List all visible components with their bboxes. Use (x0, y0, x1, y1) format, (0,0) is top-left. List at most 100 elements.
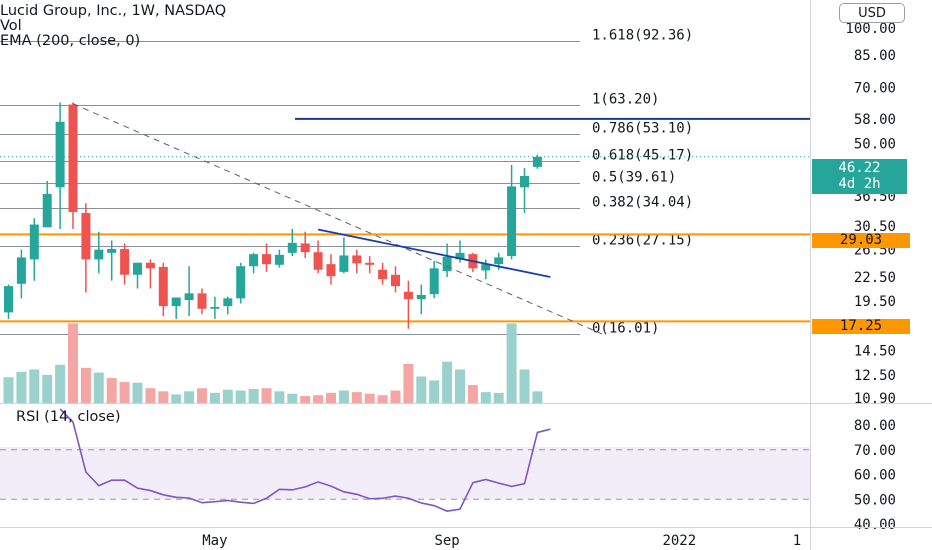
volume-bar (287, 393, 298, 403)
price-tick-label: 22.50 (854, 270, 896, 286)
candle-body[interactable] (55, 121, 65, 188)
bar-countdown: 4d 2h (838, 176, 881, 192)
price-tick-label: 12.50 (854, 368, 896, 384)
volume-bar (261, 388, 272, 403)
candle-body[interactable] (262, 254, 271, 265)
candle-body[interactable] (120, 249, 130, 275)
candle-body[interactable] (326, 264, 336, 277)
last-price-tag: 46.22 4d 2h (812, 159, 907, 194)
candle-body[interactable] (236, 266, 246, 299)
volume-bar (158, 391, 169, 403)
volume-bar (222, 389, 233, 403)
volume-bar (171, 394, 182, 403)
volume-bar (532, 391, 543, 403)
volume-bar (209, 392, 220, 403)
volume-bar (29, 369, 40, 403)
candle-body[interactable] (365, 262, 375, 265)
candle-body[interactable] (249, 254, 259, 267)
candle-body[interactable] (403, 291, 413, 300)
price-tick-label: 10.90 (854, 391, 896, 407)
volume-bar (248, 388, 259, 403)
volume-bar (106, 378, 117, 403)
time-tick-label: 1 (793, 533, 801, 549)
volume-bar (390, 390, 401, 403)
ema-indicator-label[interactable]: EMA (200, close, 0) (0, 33, 141, 49)
candle-body[interactable] (81, 213, 91, 260)
level-tag-17: 17.25 (812, 319, 910, 334)
volume-bar (338, 390, 349, 403)
volume-bar (377, 395, 388, 403)
symbol-title[interactable]: Lucid Group, Inc., 1W, NASDAQ (0, 3, 227, 19)
candle-body[interactable] (520, 175, 529, 188)
volume-bar (300, 395, 311, 403)
candle-body[interactable] (29, 224, 39, 260)
fib-level-label: 0.236(27.15) (592, 233, 693, 249)
fib-level-label: 0.382(34.04) (592, 195, 693, 211)
candle-body[interactable] (300, 243, 310, 253)
time-tick-label: 2022 (662, 533, 696, 549)
volume-bar (42, 374, 53, 403)
candle-body[interactable] (197, 293, 207, 309)
fib-level-label: 0(16.01) (592, 321, 659, 337)
candle-body[interactable] (429, 268, 439, 295)
volume-bar (93, 372, 104, 403)
candle-body[interactable] (133, 262, 142, 275)
currency-button[interactable]: USD (839, 3, 905, 23)
candle-body[interactable] (455, 252, 465, 260)
time-tick-label: May (202, 533, 227, 549)
volume-bar (416, 376, 427, 403)
rsi-tick-label: 60.00 (854, 468, 896, 484)
candle-body[interactable] (313, 252, 323, 270)
volume-bar (429, 380, 440, 403)
candle-body[interactable] (107, 249, 117, 253)
candle-body[interactable] (352, 255, 362, 264)
candle-body[interactable] (171, 297, 181, 307)
volume-bar (145, 388, 156, 403)
candle-body[interactable] (94, 249, 104, 260)
volume-bar (364, 393, 375, 403)
volume-bar (68, 323, 78, 403)
volume-bar (313, 395, 324, 403)
candle-body[interactable] (494, 257, 504, 265)
candle-body[interactable] (481, 264, 491, 271)
volume-bar (184, 391, 195, 403)
candle-body[interactable] (416, 294, 426, 300)
volume-bar (442, 361, 453, 403)
candle-body[interactable] (339, 255, 349, 272)
candle-body[interactable] (210, 306, 220, 309)
candle-body[interactable] (532, 156, 542, 167)
volume-bar (403, 364, 414, 403)
candle-body[interactable] (507, 186, 517, 257)
downtrend-line-solid[interactable] (317, 228, 551, 278)
rsi-tick-label: 70.00 (854, 443, 896, 459)
candle-body[interactable] (16, 257, 26, 284)
rsi-line[interactable] (59, 408, 551, 512)
candle-body[interactable] (68, 104, 78, 213)
volume-bar (55, 364, 66, 403)
volume-bar (493, 392, 504, 403)
volume-bar (519, 369, 530, 403)
volume-bar (480, 392, 491, 403)
volume-bar (455, 369, 465, 403)
candle-body[interactable] (4, 286, 13, 313)
candle-body[interactable] (145, 262, 155, 269)
candle-body[interactable] (378, 269, 388, 280)
candle-body[interactable] (287, 242, 297, 253)
candle-body[interactable] (391, 274, 400, 287)
volume-bar (80, 367, 91, 403)
candle-body[interactable] (158, 266, 168, 307)
rsi-indicator-label[interactable]: RSI (14, close) (16, 409, 121, 425)
volume-bar (3, 377, 14, 403)
volume-indicator-label[interactable]: Vol (0, 18, 22, 34)
level-tag-29: 29.03 (812, 233, 910, 248)
candle-body[interactable] (42, 193, 52, 228)
price-tick-label: 58.00 (854, 112, 896, 128)
candle-body[interactable] (223, 298, 233, 307)
candle-body[interactable] (274, 254, 284, 265)
downtrend-line-dashed[interactable] (72, 103, 603, 335)
volume-bar (326, 392, 336, 403)
candle-body[interactable] (184, 293, 194, 301)
time-tick-label: Sep (434, 533, 459, 549)
candle-body[interactable] (442, 256, 452, 272)
